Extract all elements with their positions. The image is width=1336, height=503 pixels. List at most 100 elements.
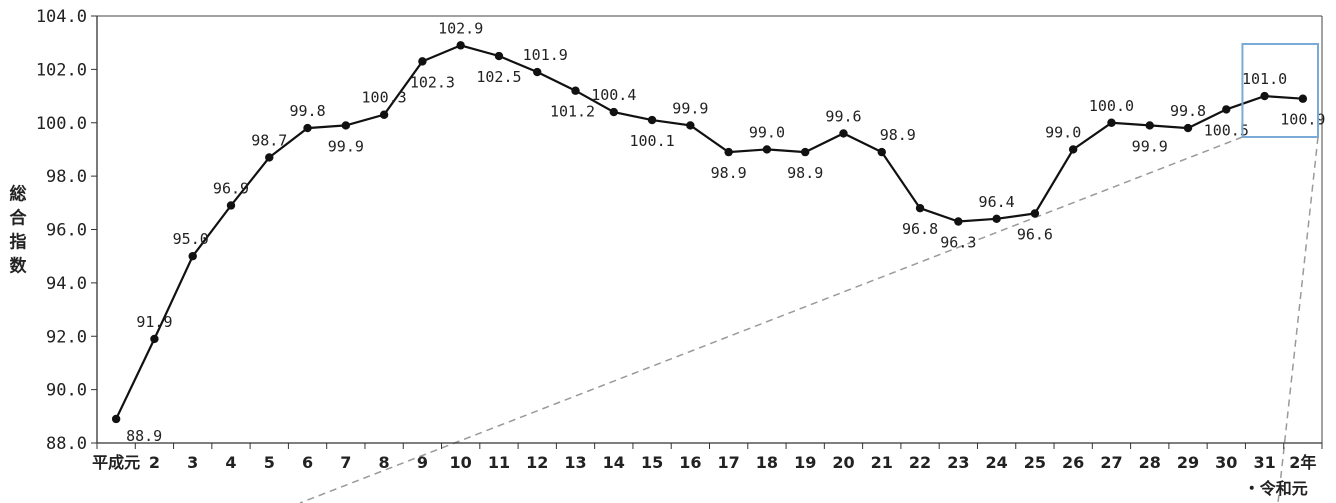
x-tick-label: 13 — [564, 453, 586, 472]
x-tick-label: 19 — [794, 453, 816, 472]
data-label: 88.9 — [126, 427, 162, 445]
x-tick-label: 12 — [526, 453, 548, 472]
y-tick-label: 98.0 — [46, 167, 87, 187]
data-label: 99.9 — [1132, 137, 1168, 155]
data-point — [762, 145, 772, 154]
data-label: 101.9 — [523, 46, 568, 64]
data-label: 98.9 — [880, 126, 916, 144]
y-tick-label: 96.0 — [46, 221, 87, 241]
data-point — [839, 129, 848, 138]
data-label: 101.2 — [550, 103, 595, 121]
data-point — [571, 86, 580, 95]
data-label: 91.9 — [136, 313, 172, 331]
x-tick-label: 22 — [909, 453, 931, 472]
data-point — [992, 214, 1001, 224]
data-point — [801, 147, 810, 157]
x-tick-label: 11 — [488, 453, 510, 472]
data-label: 96.4 — [979, 193, 1015, 211]
x-tick-label: 18 — [756, 453, 778, 472]
x-tick-label: 8 — [379, 453, 390, 472]
x-tick-label: 平成元 — [92, 453, 140, 472]
data-label: 102.3 — [410, 73, 455, 91]
x-tick-label: 27 — [1100, 453, 1122, 472]
data-point — [877, 147, 886, 157]
data-label: 102.5 — [476, 68, 521, 86]
data-point — [533, 67, 542, 77]
x-tick-label: 21 — [871, 453, 893, 472]
data-label: 100.1 — [630, 132, 675, 150]
y-tick-label: 88.0 — [46, 434, 87, 454]
data-label: 96.6 — [1017, 225, 1053, 243]
data-label: 96.9 — [213, 179, 249, 197]
data-point — [188, 251, 197, 261]
data-point — [150, 334, 159, 344]
x-tick-label: 5 — [264, 453, 275, 472]
data-point — [1260, 91, 1269, 101]
data-label: 99.0 — [1045, 123, 1081, 141]
x-tick-label: 28 — [1139, 453, 1161, 472]
data-label: 99.8 — [289, 102, 325, 120]
x-tick-label: 26 — [1062, 453, 1084, 472]
y-axis-label-char: 合 — [10, 208, 28, 229]
x-tick-label: 23 — [947, 453, 969, 472]
x-tick-label: 2 — [149, 453, 160, 472]
highlight-box — [1241, 43, 1319, 138]
data-point — [686, 121, 695, 130]
y-axis-label-char: 指 — [10, 232, 27, 253]
data-label: 101.0 — [1242, 70, 1287, 88]
data-point — [418, 57, 427, 66]
y-tick-label: 102.0 — [36, 60, 87, 80]
x-tick-label: 9 — [417, 453, 428, 472]
data-point — [303, 123, 312, 133]
y-tick-label: 104.0 — [36, 7, 87, 27]
data-point — [1183, 123, 1193, 133]
y-axis-label-char: 数 — [10, 256, 28, 277]
data-point — [1030, 209, 1040, 218]
x-tick-label: 30 — [1215, 453, 1237, 472]
data-label: 98.9 — [711, 164, 747, 182]
data-label: 99.8 — [1170, 102, 1206, 120]
data-label: 95.0 — [173, 230, 209, 248]
data-label: 99.9 — [672, 99, 708, 117]
data-point — [1107, 118, 1116, 127]
data-point — [1298, 94, 1308, 103]
data-label: 98.9 — [787, 164, 823, 182]
data-point — [379, 110, 389, 119]
x-tick-label: 6 — [302, 453, 313, 472]
y-tick-label: 92.0 — [46, 327, 87, 347]
x-tick-label: 31 — [1253, 453, 1275, 472]
data-label: 96.3 — [940, 233, 976, 251]
data-point — [265, 153, 274, 162]
zoom-line-left — [299, 136, 1243, 503]
data-label: 100.5 — [1204, 121, 1249, 139]
data-point — [111, 414, 121, 424]
data-point — [954, 217, 963, 226]
x-tick-label: 4 — [225, 453, 236, 472]
data-label: 100.0 — [1089, 97, 1134, 115]
x-tick-label: 10 — [450, 453, 472, 472]
data-label: 96.8 — [902, 220, 938, 238]
zoom-lines — [299, 136, 1319, 503]
data-point — [456, 41, 465, 50]
x-tick-label: 25 — [1024, 453, 1046, 472]
data-point — [1222, 105, 1231, 114]
x-tick-sublabel: ・令和元 — [1244, 479, 1308, 498]
series-line — [115, 44, 1303, 420]
data-label: 102.9 — [438, 19, 483, 37]
data-point — [724, 147, 733, 157]
y-tick-label: 100.0 — [36, 114, 87, 134]
y-tick-label: 94.0 — [46, 274, 87, 294]
y-tick-label: 90.0 — [46, 381, 87, 401]
x-tick-label: 24 — [985, 453, 1007, 472]
data-label: 99.6 — [825, 107, 861, 125]
data-point — [647, 115, 657, 125]
x-tick-label: 2年 — [1289, 453, 1316, 472]
data-point — [341, 121, 351, 130]
data-label: 100.3 — [362, 89, 407, 107]
y-axis-label-char: 総 — [10, 184, 27, 205]
series — [111, 41, 1308, 424]
data-label: 100.9 — [1280, 111, 1325, 129]
y-axis: 88.0 90.0 92.0 94.0 96.0 98.0 100.0 102.0 104.0 — [36, 7, 1323, 454]
